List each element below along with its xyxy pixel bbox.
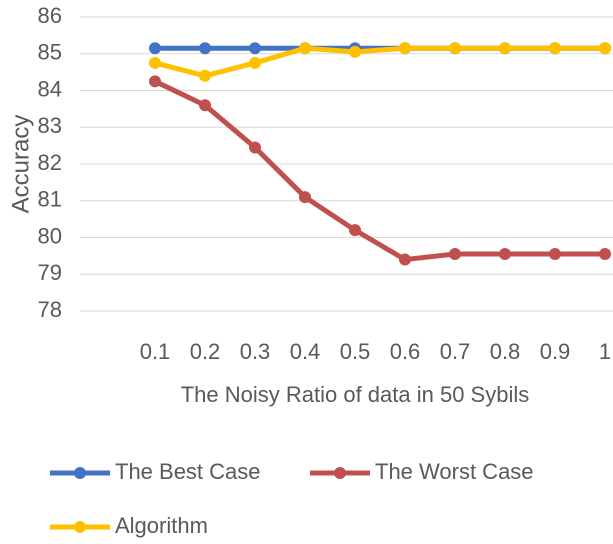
data-point — [599, 42, 611, 55]
x-tick-label: 0.4 — [290, 339, 321, 364]
x-tick-label: 0.2 — [190, 339, 221, 364]
series-line — [154, 45, 605, 79]
data-point — [349, 224, 361, 237]
data-point — [549, 248, 561, 261]
y-tick-label: 86 — [38, 3, 62, 28]
series-line — [153, 79, 605, 263]
legend-label: Algorithm — [115, 513, 208, 538]
legend-label: The Worst Case — [375, 459, 534, 484]
legend-marker — [74, 521, 86, 533]
x-tick-label: 0.8 — [490, 339, 521, 364]
y-tick-label: 83 — [38, 113, 62, 138]
x-tick-label: 1 — [599, 339, 611, 364]
x-tick-label: 0.3 — [240, 339, 271, 364]
data-point — [249, 56, 261, 69]
data-point — [399, 42, 411, 55]
y-tick-label: 79 — [38, 260, 62, 285]
x-tick-label: 0.6 — [390, 339, 421, 364]
y-axis-title: Accuracy — [7, 115, 34, 214]
data-point — [399, 253, 411, 266]
data-point — [149, 75, 161, 88]
data-point — [499, 248, 511, 261]
data-point — [449, 42, 461, 55]
y-tick-label: 82 — [38, 150, 62, 175]
data-point — [249, 141, 261, 154]
x-tick-label: 0.1 — [140, 339, 171, 364]
legend-marker — [334, 467, 346, 479]
y-tick-label: 80 — [38, 223, 62, 248]
data-point — [299, 191, 311, 204]
y-tick-label: 78 — [38, 297, 62, 322]
data-point — [149, 42, 161, 55]
x-tick-label: 0.9 — [540, 339, 571, 364]
data-point — [549, 42, 561, 55]
data-point — [299, 42, 311, 55]
legend-label: The Best Case — [115, 459, 261, 484]
data-point — [449, 248, 461, 261]
data-point — [499, 42, 511, 55]
legend-marker — [74, 467, 86, 479]
data-point — [199, 42, 211, 55]
x-tick-label: 0.7 — [440, 339, 471, 364]
y-tick-label: 84 — [38, 76, 62, 101]
data-point — [349, 45, 361, 58]
y-tick-label: 81 — [38, 187, 62, 212]
data-point — [199, 69, 211, 82]
data-point — [199, 99, 211, 112]
data-point — [149, 56, 161, 69]
x-tick-label: 0.5 — [340, 339, 371, 364]
data-point — [599, 248, 611, 261]
x-axis-title: The Noisy Ratio of data in 50 Sybils — [181, 382, 530, 407]
data-point — [249, 42, 261, 55]
y-tick-label: 85 — [38, 40, 62, 65]
